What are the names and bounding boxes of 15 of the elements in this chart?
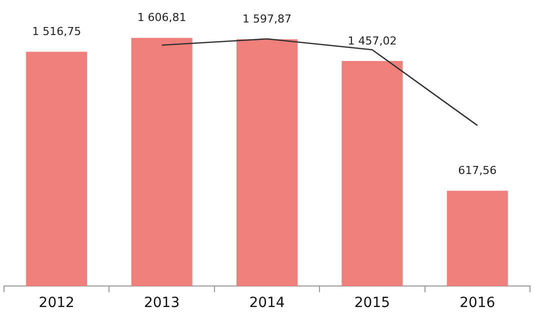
x-tick-label: 2015 bbox=[354, 295, 390, 312]
data-label: 1 516,75 bbox=[32, 25, 82, 38]
bar bbox=[26, 52, 88, 286]
bar bbox=[236, 39, 298, 286]
x-tick-label: 2012 bbox=[38, 295, 74, 312]
x-tick-label: 2013 bbox=[144, 295, 180, 312]
x-tick-label: 2014 bbox=[249, 295, 285, 312]
data-label: 1 597,87 bbox=[242, 12, 292, 26]
data-label: 617,56 bbox=[458, 164, 497, 178]
bar bbox=[446, 190, 508, 286]
bar bbox=[342, 61, 403, 286]
data-label: 1 457,02 bbox=[348, 34, 397, 48]
x-tick-label: 2016 bbox=[460, 295, 496, 312]
bar bbox=[131, 38, 192, 286]
data-label: 1 606,81 bbox=[137, 11, 186, 24]
